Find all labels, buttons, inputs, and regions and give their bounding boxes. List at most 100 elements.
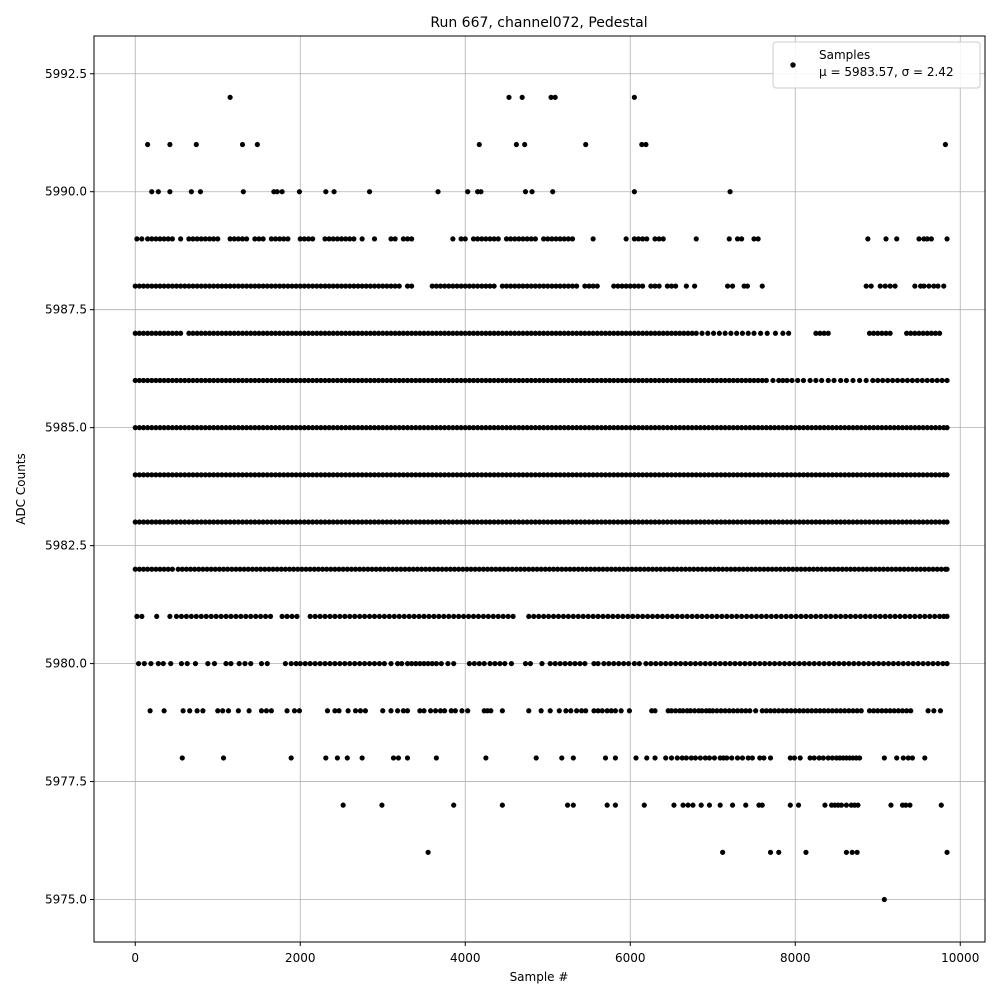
data-point <box>495 472 501 478</box>
data-point <box>396 425 402 431</box>
data-point <box>253 566 260 572</box>
data-point <box>140 377 147 384</box>
data-point <box>759 377 765 384</box>
data-point <box>687 660 694 667</box>
data-point <box>479 377 485 384</box>
data-point <box>825 519 831 525</box>
data-point <box>763 519 769 525</box>
data-point <box>547 708 553 714</box>
data-point <box>334 755 340 761</box>
data-point <box>912 330 918 336</box>
data-point <box>524 425 530 431</box>
data-point <box>631 283 637 289</box>
data-point <box>145 141 151 148</box>
data-point <box>433 377 439 384</box>
data-point <box>574 283 580 289</box>
data-point <box>318 519 324 525</box>
data-point <box>545 283 551 289</box>
data-point <box>153 566 159 572</box>
data-point <box>652 236 658 242</box>
data-point <box>447 566 453 572</box>
data-point <box>938 802 944 808</box>
data-point <box>395 755 402 761</box>
data-point <box>813 472 819 478</box>
data-point <box>800 472 807 478</box>
data-point <box>784 472 790 478</box>
data-point <box>644 330 650 336</box>
data-point <box>641 802 647 808</box>
data-point <box>462 377 468 384</box>
data-point <box>658 660 664 667</box>
data-point <box>813 519 819 525</box>
data-point <box>734 236 741 242</box>
data-point <box>664 377 670 384</box>
data-point <box>813 708 819 714</box>
data-point <box>253 613 259 620</box>
data-point <box>767 425 774 431</box>
data-point <box>926 566 932 572</box>
data-point <box>591 708 597 714</box>
data-point <box>921 283 927 289</box>
data-point <box>388 236 394 242</box>
data-point <box>920 660 926 667</box>
data-point <box>145 472 151 478</box>
data-point <box>819 377 825 384</box>
data-point <box>776 425 782 431</box>
data-point <box>870 377 876 384</box>
data-point <box>153 425 159 431</box>
data-point <box>843 802 850 808</box>
data-point <box>640 283 646 289</box>
data-point <box>206 283 213 289</box>
data-point <box>229 566 235 572</box>
data-point <box>937 425 943 431</box>
data-point <box>400 377 406 384</box>
data-point <box>541 472 547 478</box>
data-point <box>263 613 269 620</box>
data-point <box>586 519 592 525</box>
data-point <box>264 330 270 336</box>
data-point <box>747 377 753 384</box>
data-point <box>939 377 945 384</box>
y-tick-label: 5980.0 <box>45 657 87 671</box>
data-point <box>633 755 639 761</box>
data-point <box>343 236 349 242</box>
data-point <box>334 425 340 431</box>
data-point <box>565 283 571 289</box>
data-point <box>823 566 829 572</box>
data-point <box>854 425 860 431</box>
data-point <box>574 519 580 525</box>
data-point <box>429 283 435 289</box>
data-point <box>371 425 378 431</box>
data-point <box>743 425 749 431</box>
data-point <box>899 708 906 714</box>
data-point <box>451 802 457 808</box>
data-point <box>312 613 318 620</box>
data-point <box>619 425 625 431</box>
data-point <box>429 519 435 525</box>
data-point <box>767 660 773 667</box>
data-point <box>875 519 881 525</box>
data-point <box>516 377 522 384</box>
data-point <box>559 566 565 572</box>
data-point <box>867 613 873 620</box>
data-point <box>925 660 931 667</box>
data-point <box>623 472 629 478</box>
data-point <box>413 330 419 336</box>
data-point <box>169 283 175 289</box>
data-point <box>423 566 429 572</box>
data-point <box>685 377 691 384</box>
data-point <box>243 613 249 620</box>
data-point <box>536 377 543 384</box>
data-point <box>615 330 621 336</box>
data-point <box>643 141 649 148</box>
data-point <box>508 283 514 289</box>
data-point <box>260 472 266 478</box>
data-point <box>610 613 616 620</box>
data-point <box>536 472 543 478</box>
data-point <box>268 425 274 431</box>
data-point <box>726 472 732 478</box>
data-point <box>219 472 225 478</box>
data-point <box>277 519 283 525</box>
data-point <box>821 519 827 525</box>
data-point <box>140 425 147 431</box>
